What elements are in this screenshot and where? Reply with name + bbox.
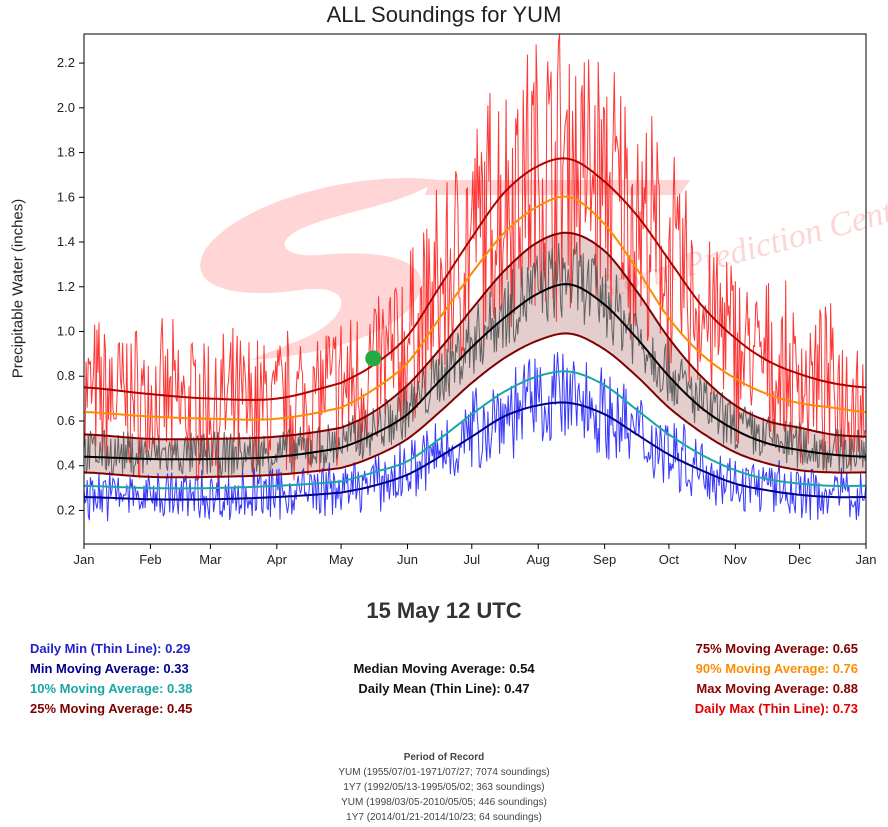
y-tick-label: 1.6: [57, 189, 75, 204]
x-tick-label: Apr: [267, 552, 288, 567]
stat-daily-mean: Daily Mean (Thin Line): 0.47: [358, 681, 530, 696]
y-tick-label: 1.2: [57, 279, 75, 294]
x-tick-label: Jan: [856, 552, 877, 567]
current-marker: [365, 350, 382, 367]
stat-10pct-moving-average: 10% Moving Average: 0.38: [30, 681, 193, 696]
period-of-record: Period of Record YUM (1955/07/01-1971/07…: [0, 750, 888, 825]
x-tick-label: May: [329, 552, 354, 567]
series-25-moving-average: [83, 332, 866, 479]
daily-line-max: [83, 33, 867, 492]
x-tick-label: Dec: [788, 552, 812, 567]
band-25-75: [84, 232, 866, 478]
x-tick-label: Aug: [527, 552, 550, 567]
plot-frame: [83, 33, 867, 545]
series-90-moving-average: [83, 195, 867, 421]
stat-median-moving-average: Median Moving Average: 0.54: [353, 661, 535, 676]
y-tick-label: 2.0: [57, 100, 75, 115]
x-tick-label: Jun: [397, 552, 418, 567]
daily-lines: [83, 33, 867, 522]
y-tick-label: 0.6: [57, 413, 75, 428]
x-tick-label: Jul: [463, 552, 480, 567]
x-tick-label: Mar: [199, 552, 222, 567]
y-tick-label: 1.8: [57, 145, 75, 160]
y-tick-label: 0.2: [57, 502, 75, 517]
series-max-moving-average: [83, 157, 867, 401]
period-of-record-heading: Period of Record: [403, 752, 485, 763]
chart-plot: Storm Prediction Center 0.20.40.60.81.01…: [57, 33, 888, 567]
y-tick-label: 0.4: [57, 458, 75, 473]
series-75-moving-average: [83, 231, 866, 441]
x-tick-label: Oct: [659, 552, 680, 567]
x-tick-label: Sep: [593, 552, 616, 567]
x-tick-label: Feb: [139, 552, 161, 567]
x-tick-label: Nov: [724, 552, 748, 567]
y-tick-label: 1.0: [57, 324, 75, 339]
y-tick-label: 0.8: [57, 368, 75, 383]
moving-average-lines: [83, 157, 867, 501]
period-line: 1Y7 (2014/01/21-2014/10/23; 64 soundings…: [346, 812, 542, 823]
y-ticks: 0.2 0.4 0.6 0.8 1.0 1.2 1.4 1.6 1.8 2.0 2.2: [57, 55, 84, 517]
date-title: 15 May 12 UTC: [366, 598, 522, 623]
current-point-marker: [365, 350, 382, 367]
daily-line-mean: [83, 241, 867, 478]
daily-line-min: [83, 352, 867, 522]
period-line: YUM (1955/07/01-1971/07/27; 7074 soundin…: [338, 767, 550, 778]
x-ticks: Jan Feb Mar Apr May Jun Jul Aug Sep Oct Nov Dec Jan: [74, 544, 877, 567]
stat-daily-min: Daily Min (Thin Line): 0.29: [30, 641, 191, 656]
period-line: 1Y7 (1992/05/13-1995/05/02; 363 sounding…: [343, 782, 545, 793]
series-median-moving-average: [84, 283, 867, 461]
stat-25pct-moving-average: 25% Moving Average: 0.45: [30, 701, 193, 716]
stat-max-moving-average: Max Moving Average: 0.88: [696, 681, 858, 696]
y-tick-label: 2.2: [57, 55, 75, 70]
stat-daily-max: Daily Max (Thin Line): 0.73: [694, 701, 858, 716]
series-min-moving-average: [83, 401, 866, 501]
percentile-band: [84, 232, 866, 478]
x-tick-label: Jan: [74, 552, 95, 567]
y-tick-label: 1.4: [57, 234, 75, 249]
period-line: YUM (1998/03/05-2010/05/05; 446 sounding…: [341, 797, 547, 808]
stat-90pct-moving-average: 90% Moving Average: 0.76: [695, 661, 858, 676]
series-10-moving-average: [83, 370, 866, 490]
stat-min-moving-average: Min Moving Average: 0.33: [30, 661, 189, 676]
stat-75pct-moving-average: 75% Moving Average: 0.65: [695, 641, 858, 656]
chart-title: ALL Soundings for YUM: [326, 2, 562, 27]
